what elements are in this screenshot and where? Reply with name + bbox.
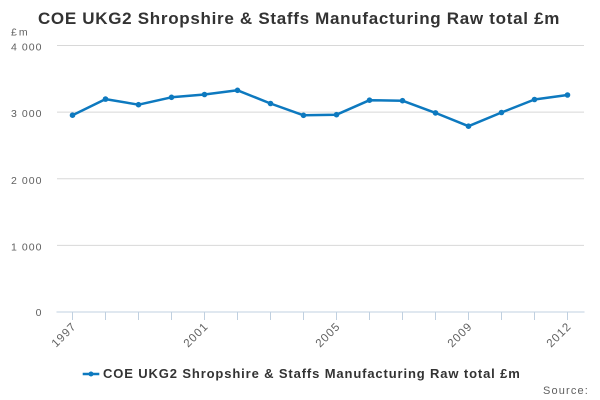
svg-text:COE UKG2 Shropshire & Staffs M: COE UKG2 Shropshire & Staffs Manufacturi…: [38, 9, 560, 28]
svg-text:Source:: Source:: [543, 385, 589, 397]
svg-text:4 000: 4 000: [11, 42, 43, 54]
svg-text:COE UKG2 Shropshire & Staffs M: COE UKG2 Shropshire & Staffs Manufacturi…: [103, 366, 521, 381]
svg-text:0: 0: [36, 307, 43, 319]
svg-text:£m: £m: [11, 27, 30, 39]
svg-text:3 000: 3 000: [11, 108, 43, 120]
svg-text:2 000: 2 000: [11, 175, 43, 187]
svg-text:1 000: 1 000: [11, 241, 43, 253]
